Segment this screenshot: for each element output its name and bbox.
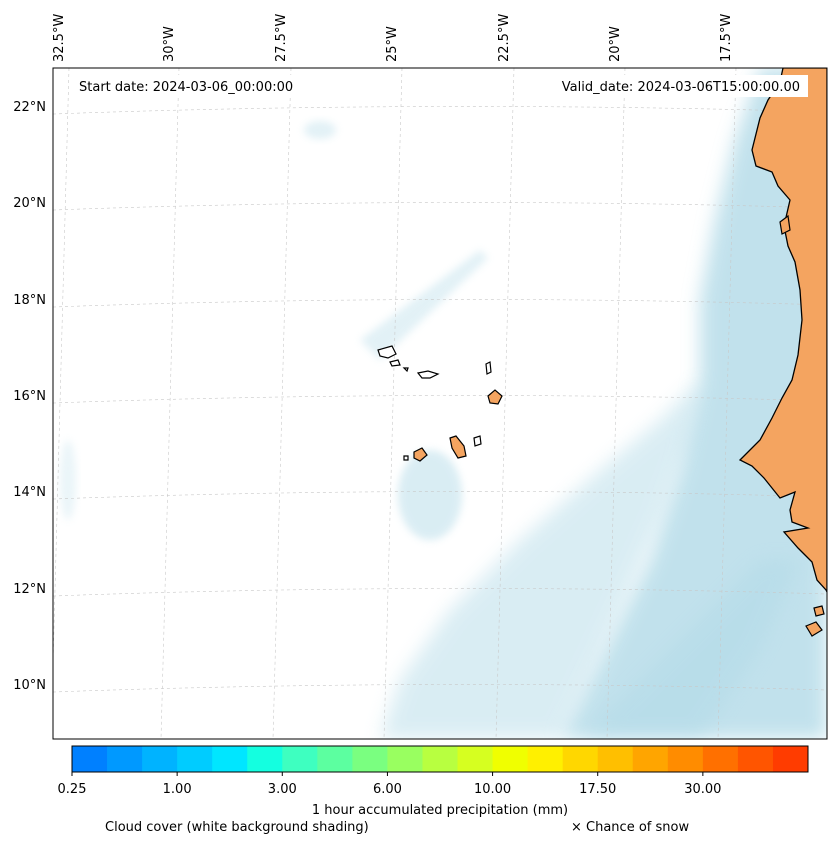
coastal-island (813, 605, 825, 617)
cloud-patch-north (304, 121, 336, 139)
longitude-tick-label: 20°W (608, 26, 623, 62)
latitude-tick-label: 16°N (13, 389, 46, 404)
colorbar-swatch (317, 746, 353, 772)
cloud-cover-layer (60, 68, 827, 739)
latitude-tick-labels: 22°N 20°N 18°N 16°N 14°N 12°N 10°N (13, 100, 46, 693)
start-date-box (70, 75, 370, 97)
colorbar-title: 1 hour accumulated precipitation (mm) (312, 803, 568, 818)
colorbar-swatch (422, 746, 459, 772)
valid-date-label: Valid_date: 2024-03-06T15:00:00.00 (562, 80, 800, 95)
parallel-line (53, 202, 827, 211)
colorbar-swatch (737, 746, 774, 772)
colorbar-swatch (142, 746, 178, 772)
snow-legend: × Chance of snow (571, 820, 689, 835)
latitude-tick-label: 10°N (13, 678, 46, 693)
island-sao-nicolau (416, 370, 440, 379)
colorbar-swatch (632, 746, 669, 772)
island-sal (485, 361, 492, 375)
colorbar (72, 746, 809, 772)
colorbar-tick-label: 17.50 (579, 782, 616, 797)
meridian-line (53, 68, 70, 676)
map-frame (52, 67, 828, 740)
longitude-tick-label: 25°W (385, 26, 400, 62)
colorbar-swatch (457, 746, 494, 772)
map-plot-area (53, 68, 827, 739)
colorbar-swatch (492, 746, 529, 772)
cloud-patch-islands (398, 450, 462, 540)
parallel-line (53, 395, 827, 404)
start-date-label: Start date: 2024-03-06_00:00:00 (79, 80, 293, 95)
cloud-streak-north (360, 250, 488, 360)
colorbar-tick-label: 3.00 (268, 782, 297, 797)
colorbar-swatch (247, 746, 283, 772)
island-boa-vista (487, 389, 503, 405)
colorbar-swatch (597, 746, 634, 772)
longitude-tick-label: 27.5°W (274, 14, 289, 62)
island-santiago (449, 435, 467, 459)
coastal-island-2 (779, 214, 791, 235)
island-santo-antao (377, 345, 397, 359)
longitude-tick-labels: 32.5°W 30°W 27.5°W 25°W 22.5°W 20°W 17.5°W (52, 14, 734, 62)
colorbar-frame (71, 745, 809, 773)
colorbar-swatch (72, 746, 108, 772)
island-maio (473, 435, 482, 447)
graticule (53, 68, 827, 739)
longitude-tick-label: 30°W (162, 26, 177, 62)
colorbar-swatch (527, 746, 564, 772)
parallel-line (53, 299, 827, 308)
colorbar-swatch (107, 746, 143, 772)
colorbar-swatch (772, 746, 809, 772)
latitude-tick-label: 18°N (13, 293, 46, 308)
valid-date-box (538, 75, 808, 97)
cloud-patch-west (60, 440, 76, 520)
island-santa-luzia (402, 367, 409, 373)
colorbar-tick-labels: 0.25 1.00 3.00 6.00 10.00 17.50 30.00 (58, 772, 721, 797)
latitude-tick-label: 22°N (13, 100, 46, 115)
island-sao-vicente (389, 359, 401, 367)
colorbar-swatch (177, 746, 213, 772)
colorbar-swatch (387, 746, 423, 772)
colorbar-swatch (562, 746, 599, 772)
colorbar-swatch (282, 746, 318, 772)
longitude-tick-label: 32.5°W (52, 14, 67, 62)
cloud-cover-legend: Cloud cover (white background shading) (105, 820, 369, 835)
colorbar-swatch (352, 746, 388, 772)
longitude-tick-label: 17.5°W (719, 14, 734, 62)
colorbar-tick-label: 0.25 (58, 782, 87, 797)
meridian-line (606, 68, 626, 739)
meridian-line (272, 68, 292, 739)
meridian-line (160, 68, 180, 739)
colorbar-tick-label: 1.00 (163, 782, 192, 797)
island-brava (403, 455, 409, 461)
colorbar-swatch (702, 746, 739, 772)
colorbar-swatch (667, 746, 704, 772)
cloud-band-southwest (380, 380, 700, 739)
latitude-tick-label: 14°N (13, 485, 46, 500)
colorbar-swatch (212, 746, 248, 772)
longitude-tick-label: 22.5°W (497, 14, 512, 62)
west-africa-landmass (738, 68, 827, 593)
bijagos-island (805, 621, 823, 637)
parallel-line (53, 588, 827, 597)
meridian-line (717, 68, 737, 739)
colorbar-tick-label: 30.00 (684, 782, 721, 797)
parallel-line (53, 491, 827, 500)
parallel-line (53, 684, 827, 693)
cape-verde-islands (377, 345, 503, 462)
colorbar-tick-label: 10.00 (474, 782, 511, 797)
latitude-tick-label: 20°N (13, 196, 46, 211)
meridian-line (383, 68, 403, 739)
colorbar-tick-label: 6.00 (373, 782, 402, 797)
parallel-line (53, 106, 827, 115)
latitude-tick-label: 12°N (13, 582, 46, 597)
meridian-line (495, 68, 515, 739)
cloud-streak-southeast (580, 560, 800, 739)
island-fogo (413, 447, 428, 462)
